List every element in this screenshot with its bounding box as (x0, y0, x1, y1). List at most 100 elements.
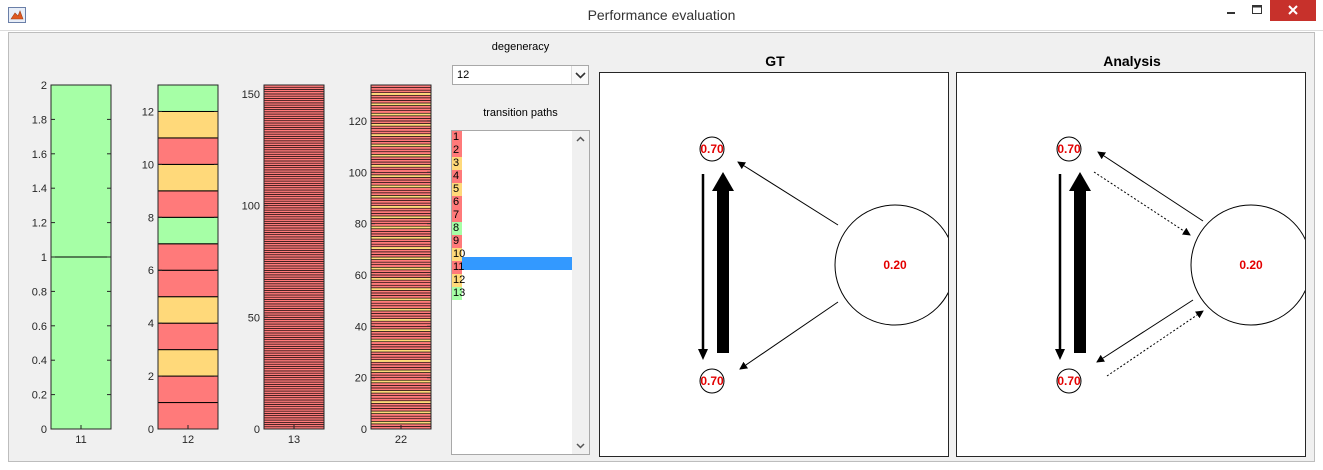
bar-segment (370, 413, 432, 417)
window-title: Performance evaluation (587, 7, 736, 23)
bar-segment (263, 256, 325, 260)
bar-segment (370, 390, 432, 394)
bar-segment (370, 97, 432, 101)
list-item[interactable]: 9 (452, 235, 462, 248)
bar-segment (263, 361, 325, 365)
bar-segment (263, 234, 325, 238)
bar-segment (370, 123, 432, 127)
bar-segment (370, 315, 432, 319)
bar-segment (370, 215, 432, 219)
arrow-big-to-top (1097, 151, 1204, 222)
bar-segment (370, 125, 432, 129)
bar-segment (370, 420, 432, 425)
list-item[interactable]: 3 (452, 157, 462, 170)
bar-segment (263, 198, 325, 202)
list-item[interactable]: 7 (452, 209, 462, 222)
bar-segment (263, 207, 325, 211)
bar-segment (263, 95, 325, 99)
bar-segment (370, 148, 432, 153)
bar-segment (370, 202, 432, 206)
list-item[interactable]: 13 (452, 287, 466, 300)
y-tick-label: 60 (355, 270, 367, 282)
bar-segment (370, 154, 432, 158)
bar-segment (263, 122, 325, 126)
listbox-scrollbar[interactable] (572, 131, 589, 454)
bar-segment (370, 346, 432, 350)
bar-segment (263, 229, 325, 233)
scroll-up-icon[interactable] (576, 136, 585, 142)
gt-title: GT (765, 53, 785, 69)
bar-segment (370, 395, 432, 399)
bar-segment (370, 236, 432, 240)
bar-segment (263, 321, 325, 325)
bar-segment (370, 120, 432, 124)
bar-segment (370, 354, 432, 358)
bar-segment (263, 104, 325, 108)
node-bottom-label: 0.70 (700, 374, 724, 388)
bar-segment (370, 138, 432, 142)
bar-segment (263, 223, 325, 227)
maximize-button[interactable] (1244, 0, 1270, 21)
bar-segment (263, 332, 325, 336)
stacked-bar-charts: 0 0.2 0.4 0.6 0.8 1 1.2 1.4 1.6 1.8 2 11 0 2 4 6 8 10 12 12… (32, 80, 432, 446)
list-item[interactable]: 2 (452, 144, 462, 157)
node-top-label: 0.70 (700, 142, 724, 156)
minimize-button[interactable] (1218, 0, 1244, 21)
bar-segment (370, 410, 432, 414)
degeneracy-dropdown[interactable]: 12 (452, 65, 589, 85)
bar-segment (263, 176, 325, 180)
y-tick-label: 1.2 (32, 218, 47, 230)
list-item[interactable]: 6 (452, 196, 462, 209)
dropdown-button[interactable] (571, 66, 588, 84)
list-item[interactable]: 4 (452, 170, 462, 183)
bar-segment (370, 220, 432, 224)
bar-segment (370, 351, 432, 355)
bar-segment (263, 113, 325, 117)
bar-segment (370, 213, 432, 217)
bar-segment (263, 287, 325, 291)
node-big (834, 204, 948, 326)
bar-segment (370, 328, 432, 332)
bar-segment (370, 377, 432, 381)
bar-segment (263, 225, 325, 229)
list-item[interactable]: 5 (452, 183, 462, 196)
bar-segment (370, 403, 432, 407)
bar-segment (370, 364, 432, 368)
bar-segment (370, 159, 432, 163)
x-tick-label: 12 (182, 434, 194, 446)
bar-segment (263, 107, 325, 110)
bar-segment (263, 140, 325, 144)
bar-segment (370, 261, 432, 266)
bar-segment (370, 225, 432, 230)
bar-segment (50, 256, 112, 430)
list-item[interactable]: 8 (452, 222, 462, 235)
x-tick-label: 13 (288, 434, 300, 446)
bar-segment (263, 149, 325, 153)
bar-segment (263, 136, 325, 139)
bar-segment (263, 111, 325, 115)
analysis-title: Analysis (1103, 53, 1161, 69)
bar-segment (263, 301, 325, 305)
list-item[interactable]: 11 (452, 261, 465, 274)
bar-segment (370, 392, 432, 396)
scroll-down-icon[interactable] (576, 443, 585, 449)
bar-segment (370, 310, 432, 314)
transition-paths-listbox[interactable]: 1 2 3 4 5 6 7 8 9 10 11 12 13 (451, 130, 590, 455)
bar-segment (263, 310, 325, 314)
bar-segment (263, 241, 325, 244)
bar-segment (370, 361, 432, 366)
bar-segment (370, 295, 432, 299)
list-item[interactable]: 12 (452, 274, 466, 287)
bar-segment (263, 419, 325, 423)
bar-segment (370, 287, 432, 291)
bar-segment (157, 269, 219, 298)
list-item[interactable]: 1 (452, 131, 462, 144)
close-button[interactable] (1270, 0, 1316, 21)
bar-segment (263, 238, 325, 242)
bar-segment (370, 187, 432, 191)
bar-segment (263, 160, 325, 164)
bar-segment (263, 312, 325, 316)
bar-segment (263, 410, 325, 414)
list-item[interactable]: 10 (452, 248, 466, 261)
bar-segment (370, 387, 432, 391)
